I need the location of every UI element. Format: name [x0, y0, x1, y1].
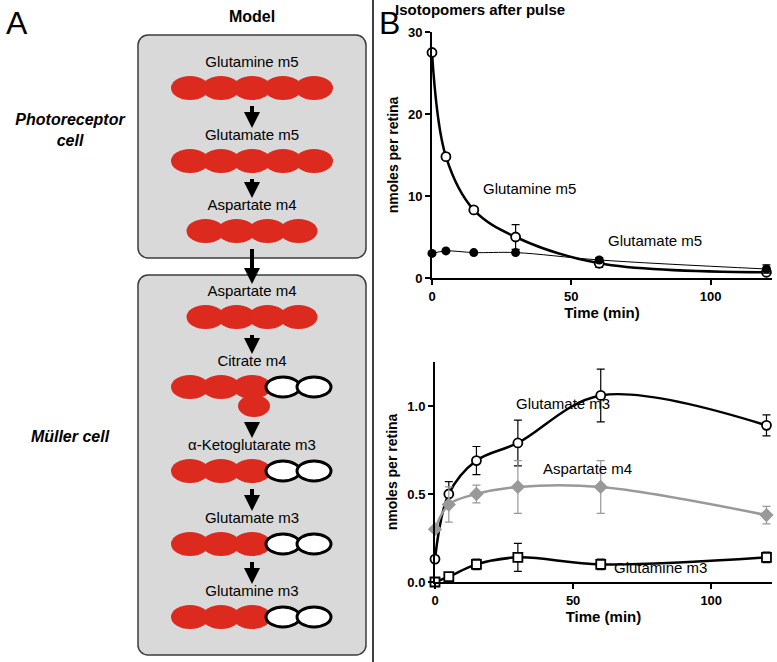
svg-text:Glutamine m3: Glutamine m3	[614, 559, 707, 576]
svg-text:Aspartate m4: Aspartate m4	[207, 282, 296, 299]
svg-text:Glutamate m5: Glutamate m5	[608, 232, 702, 249]
svg-text:10: 10	[408, 189, 422, 204]
svg-text:Glutamine m5: Glutamine m5	[483, 180, 576, 197]
svg-text:50: 50	[564, 289, 578, 304]
svg-text:Glutamine m3: Glutamine m3	[205, 582, 298, 599]
svg-text:Model: Model	[229, 8, 275, 25]
svg-text:Müller cell: Müller cell	[31, 428, 110, 445]
svg-text:Aspartate m4: Aspartate m4	[207, 196, 296, 213]
svg-text:Glutamate m3: Glutamate m3	[205, 509, 299, 526]
svg-text:Isotopomers after pulse: Isotopomers after pulse	[395, 1, 565, 18]
svg-text:α-Ketoglutarate m3: α-Ketoglutarate m3	[188, 436, 316, 453]
svg-text:nmoles per retina: nmoles per retina	[384, 413, 400, 530]
svg-text:Glutamate m3: Glutamate m3	[516, 395, 610, 412]
svg-text:20: 20	[408, 107, 422, 122]
svg-text:0.0: 0.0	[407, 575, 425, 590]
svg-text:Photoreceptor: Photoreceptor	[15, 111, 125, 128]
svg-text:Glutamine m5: Glutamine m5	[205, 53, 298, 70]
svg-text:Citrate m4: Citrate m4	[217, 352, 286, 369]
svg-text:30: 30	[408, 25, 422, 40]
svg-text:Glutamate m5: Glutamate m5	[205, 126, 299, 143]
svg-text:100: 100	[700, 289, 722, 304]
svg-text:Time (min): Time (min)	[566, 608, 642, 625]
svg-text:0.5: 0.5	[407, 487, 425, 502]
svg-text:0: 0	[431, 593, 438, 608]
svg-text:0: 0	[428, 289, 435, 304]
svg-text:nmoles per retina: nmoles per retina	[385, 96, 401, 213]
svg-text:50: 50	[566, 593, 580, 608]
svg-text:A: A	[6, 5, 28, 41]
svg-text:100: 100	[700, 593, 722, 608]
svg-text:1.0: 1.0	[407, 399, 425, 414]
svg-text:Time (min): Time (min)	[564, 304, 640, 321]
svg-text:0: 0	[415, 271, 422, 286]
svg-text:cell: cell	[57, 132, 84, 149]
svg-text:Aspartate m4: Aspartate m4	[543, 460, 632, 477]
svg-text:B: B	[379, 5, 400, 41]
